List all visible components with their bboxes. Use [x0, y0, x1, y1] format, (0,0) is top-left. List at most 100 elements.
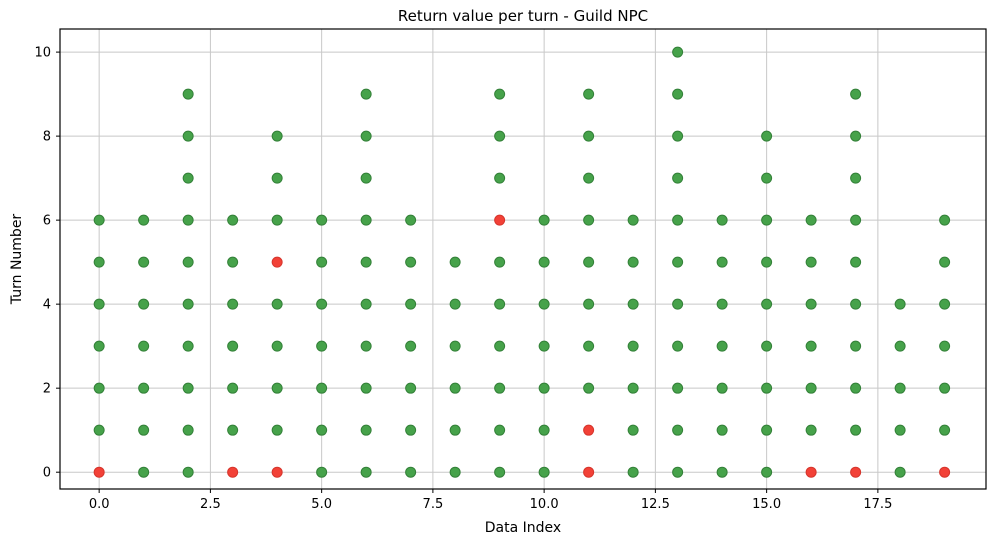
data-point-green: [672, 130, 684, 142]
data-point-green: [405, 256, 417, 268]
data-point-green: [316, 256, 328, 268]
y-axis-label: Turn Number: [9, 213, 25, 305]
data-point-green: [538, 424, 550, 436]
data-point-green: [761, 466, 773, 478]
data-point-green: [316, 466, 328, 478]
data-point-green: [182, 298, 194, 310]
data-point-green: [761, 340, 773, 352]
x-tick-label: 2.5: [200, 497, 221, 512]
data-point-green: [583, 172, 595, 184]
data-point-green: [538, 382, 550, 394]
data-point-red: [494, 214, 506, 226]
data-point-green: [761, 424, 773, 436]
x-axis-label: Data Index: [484, 520, 562, 536]
data-point-green: [93, 256, 105, 268]
data-point-green: [716, 214, 728, 226]
data-point-green: [583, 130, 595, 142]
data-point-green: [538, 214, 550, 226]
data-point-green: [850, 88, 862, 100]
data-point-green: [405, 466, 417, 478]
data-point-green: [583, 88, 595, 100]
x-tick-label: 15.0: [752, 497, 781, 512]
data-point-green: [672, 382, 684, 394]
data-point-green: [850, 214, 862, 226]
data-point-green: [716, 256, 728, 268]
data-point-green: [805, 256, 817, 268]
data-point-green: [227, 256, 239, 268]
data-point-green: [894, 424, 906, 436]
y-tick-label: 6: [43, 214, 51, 229]
data-point-green: [360, 130, 372, 142]
data-point-green: [227, 298, 239, 310]
data-point-green: [494, 382, 506, 394]
data-point-green: [316, 214, 328, 226]
data-point-green: [494, 298, 506, 310]
data-point-green: [271, 214, 283, 226]
data-point-green: [405, 382, 417, 394]
data-point-green: [716, 382, 728, 394]
data-point-green: [672, 424, 684, 436]
data-point-green: [360, 88, 372, 100]
y-tick-label: 10: [34, 46, 51, 61]
data-point-green: [316, 340, 328, 352]
data-point-green: [939, 298, 951, 310]
data-point-green: [182, 88, 194, 100]
data-point-green: [227, 382, 239, 394]
data-point-red: [271, 466, 283, 478]
data-point-green: [672, 214, 684, 226]
data-point-green: [494, 424, 506, 436]
data-point-green: [761, 214, 773, 226]
data-point-green: [227, 340, 239, 352]
data-point-green: [761, 256, 773, 268]
data-point-green: [583, 298, 595, 310]
data-point-green: [627, 424, 639, 436]
data-point-green: [894, 340, 906, 352]
x-tick-label: 7.5: [423, 497, 444, 512]
data-point-green: [316, 424, 328, 436]
data-point-green: [939, 214, 951, 226]
data-point-green: [494, 88, 506, 100]
data-point-green: [449, 298, 461, 310]
data-point-green: [405, 424, 417, 436]
data-point-green: [716, 340, 728, 352]
data-point-red: [583, 424, 595, 436]
data-point-green: [182, 130, 194, 142]
data-point-green: [894, 382, 906, 394]
data-point-green: [138, 214, 150, 226]
data-point-green: [627, 214, 639, 226]
data-point-green: [227, 214, 239, 226]
x-tick-label: 10.0: [530, 497, 559, 512]
data-point-green: [716, 424, 728, 436]
data-point-green: [850, 382, 862, 394]
data-point-green: [405, 214, 417, 226]
data-point-green: [672, 466, 684, 478]
data-point-green: [138, 466, 150, 478]
data-point-green: [360, 256, 372, 268]
data-point-green: [583, 256, 595, 268]
data-point-green: [761, 298, 773, 310]
data-point-green: [138, 256, 150, 268]
data-point-green: [627, 298, 639, 310]
data-point-green: [538, 256, 550, 268]
data-point-green: [805, 298, 817, 310]
data-point-green: [316, 298, 328, 310]
data-point-red: [271, 256, 283, 268]
data-point-green: [494, 256, 506, 268]
data-point-green: [850, 172, 862, 184]
data-point-red: [93, 466, 105, 478]
data-point-green: [894, 298, 906, 310]
data-point-green: [271, 130, 283, 142]
data-point-green: [316, 382, 328, 394]
chart-title: Return value per turn - Guild NPC: [397, 7, 649, 25]
data-point-green: [538, 466, 550, 478]
data-point-green: [182, 340, 194, 352]
data-point-red: [939, 466, 951, 478]
y-tick-label: 4: [43, 298, 51, 313]
data-point-green: [894, 466, 906, 478]
data-point-green: [538, 298, 550, 310]
data-point-green: [627, 256, 639, 268]
data-point-green: [271, 172, 283, 184]
data-point-green: [672, 256, 684, 268]
data-point-green: [672, 172, 684, 184]
data-point-green: [93, 340, 105, 352]
